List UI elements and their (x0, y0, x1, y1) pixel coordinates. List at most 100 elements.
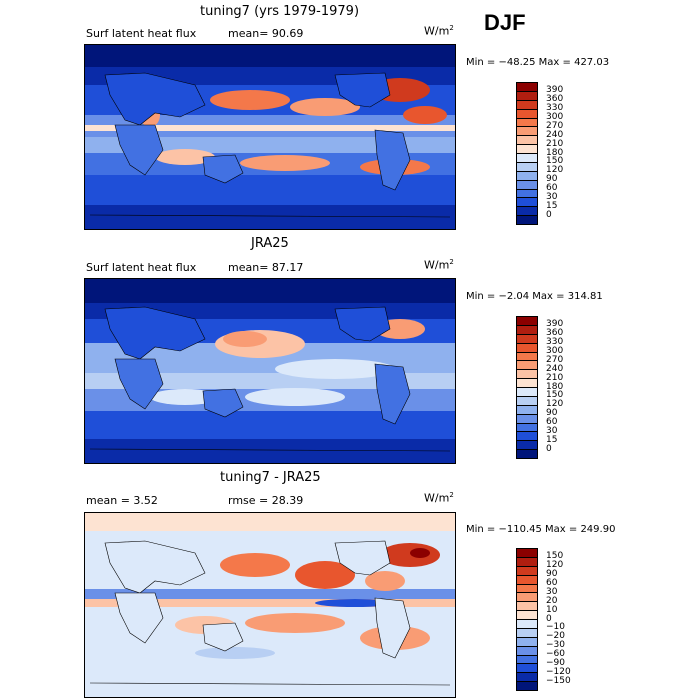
season-label: DJF (484, 10, 526, 35)
colorbar-tick-label: −30 (546, 640, 565, 651)
colorbar-tick-label: −60 (546, 649, 565, 660)
colorbar-tick-label: −150 (546, 676, 571, 687)
colorbar-obs (516, 316, 538, 459)
colorbar-tick-label: 270 (546, 120, 564, 131)
colorbar-tick-label: 60 (546, 417, 558, 428)
colorbar-tick-label: 330 (546, 102, 564, 113)
panel-title-diff: tuning7 - JRA25 (220, 470, 321, 485)
colorbar-tick-label: 390 (546, 318, 564, 329)
panel-title-model: tuning7 (yrs 1979-1979) (200, 4, 360, 19)
colorbar-segment (517, 379, 537, 388)
mean-label-diff: mean = 3.52 (86, 494, 158, 507)
map-diff-field (85, 513, 455, 697)
colorbar-segment (517, 575, 537, 585)
colorbar-tick-label: 60 (546, 577, 558, 588)
colorbar-segment (517, 109, 537, 119)
colorbar-tick-label: 120 (546, 165, 564, 176)
colorbar-segment (517, 441, 537, 451)
colorbar-segment (517, 673, 537, 683)
colorbar-labels-obs: 390 360 330 300 270 240 210 180 150 120 90 60 30 15 0 (546, 316, 606, 459)
colorbar-segment (517, 334, 537, 344)
colorbar-tick-label: 90 (546, 568, 558, 579)
colorbar-tick-label: 15 (546, 201, 558, 212)
colorbar-segment (517, 646, 537, 656)
colorbar-segment (517, 405, 537, 415)
colorbar-segment (517, 602, 537, 612)
colorbar-segment (517, 325, 537, 335)
colorbar-tick-label: 390 (546, 84, 564, 95)
colorbar-segment (517, 343, 537, 353)
colorbar-tick-label: 120 (546, 399, 564, 410)
colorbar-tick-label: 150 (546, 550, 564, 561)
colorbar-segment (517, 593, 537, 603)
colorbar-tick-label: 0 (546, 444, 552, 455)
colorbar-tick-label: 10 (546, 604, 558, 615)
colorbar-segment (517, 432, 537, 442)
colorbar-tick-label: 180 (546, 381, 564, 392)
minmax-label-model: Min = −48.25 Max = 427.03 (466, 57, 610, 68)
colorbar-segment (517, 317, 537, 326)
colorbar-segment (517, 145, 537, 154)
colorbar-segment (517, 370, 537, 380)
colorbar-segment (517, 637, 537, 647)
colorbar-tick-label: 30 (546, 426, 558, 437)
colorbar-tick-label: 300 (546, 345, 564, 356)
colorbar-segment (517, 396, 537, 406)
colorbar-tick-label: 360 (546, 327, 564, 338)
colorbar-tick-label: 240 (546, 363, 564, 374)
colorbar-tick-label: 300 (546, 111, 564, 122)
colorbar-segment (517, 628, 537, 638)
colorbar-tick-label: 240 (546, 129, 564, 140)
colorbar-segment (517, 664, 537, 674)
colorbar-segment (517, 136, 537, 146)
colorbar-tick-label: 0 (546, 210, 552, 221)
colorbar-tick-label: 330 (546, 336, 564, 347)
colorbar-segment (517, 450, 537, 458)
colorbar-tick-label: 20 (546, 595, 558, 606)
mean-label-obs: mean= 87.17 (228, 261, 304, 274)
colorbar-tick-label: 150 (546, 156, 564, 167)
colorbar-segment (517, 549, 537, 558)
colorbar-segment (517, 388, 537, 397)
colorbar-segment (517, 361, 537, 371)
colorbar-segment (517, 216, 537, 224)
map-panel-diff (84, 512, 456, 698)
colorbar-segment (517, 620, 537, 629)
colorbar-segment (517, 611, 537, 620)
colorbar-diff (516, 548, 538, 691)
colorbar-tick-label: −10 (546, 622, 565, 633)
colorbar-segment (517, 91, 537, 101)
colorbar-segment (517, 162, 537, 172)
minmax-label-obs: Min = −2.04 Max = 314.81 (466, 291, 603, 302)
colorbar-tick-label: 15 (546, 435, 558, 446)
colorbar-tick-label: 210 (546, 372, 564, 383)
minmax-label-diff: Min = −110.45 Max = 249.90 (466, 524, 616, 535)
colorbar-tick-label: 90 (546, 408, 558, 419)
map-panel-obs (84, 278, 456, 464)
colorbar-segment (517, 198, 537, 208)
colorbar-tick-label: 30 (546, 586, 558, 597)
colorbar-segment (517, 682, 537, 690)
map-panel-model (84, 44, 456, 230)
colorbar-segment (517, 207, 537, 217)
colorbar-tick-label: 120 (546, 559, 564, 570)
colorbar-segment (517, 655, 537, 665)
colorbar-model (516, 82, 538, 225)
colorbar-segment (517, 566, 537, 576)
colorbar-segment (517, 180, 537, 190)
colorbar-segment (517, 414, 537, 424)
colorbar-segment (517, 83, 537, 92)
unit-label-obs: W/m2 (424, 258, 454, 272)
colorbar-tick-label: 60 (546, 183, 558, 194)
colorbar-tick-label: 270 (546, 354, 564, 365)
colorbar-tick-label: 360 (546, 93, 564, 104)
colorbar-tick-label: 180 (546, 147, 564, 158)
colorbar-segment (517, 557, 537, 567)
variable-label-model: Surf latent heat flux (86, 27, 197, 40)
colorbar-tick-label: 150 (546, 390, 564, 401)
colorbar-segment (517, 423, 537, 433)
map-model-field (85, 45, 455, 229)
variable-label-obs: Surf latent heat flux (86, 261, 197, 274)
colorbar-labels-diff: 150 120 90 60 30 20 10 0 −10 −20 −30 −60 −90 −120 −150 (546, 548, 606, 691)
unit-label-diff: W/m2 (424, 491, 454, 505)
